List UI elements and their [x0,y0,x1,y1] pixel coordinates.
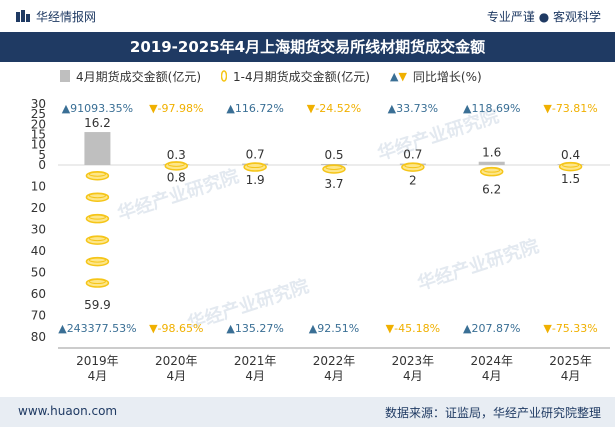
coin-rim [88,193,106,199]
growth-cumulative-label: ▲135.27% [226,322,283,335]
y-tick-label-lower: 80 [31,330,46,344]
bar-monthly [478,161,505,165]
legend: 4月期货成交金额(亿元) 1-4月期货成交金额(亿元) ▲▼ 同比增长(%) [60,66,482,86]
bar-monthly-label: 16.2 [84,116,111,130]
coin-stack-label: 59.9 [84,298,111,312]
y-tick-label-lower: 40 [31,244,46,258]
marks-group: 16.2 0.3 0.7 0.5 0.7 1.6 0.4 59.9 0.8 1.9 3.7 2 6.2 1… [58,102,598,335]
coin-rim [167,161,185,167]
growth-monthly-label: ▲116.72% [226,102,283,115]
coin-rim [88,214,106,220]
legend-bar-label: 4月期货成交金额(亿元) [76,69,201,84]
y-tick-label-upper: 5 [38,148,46,162]
coin-stack [401,162,425,172]
x-tick-label: 2023年 4月 [392,354,435,383]
brand-logo: 华经情报网 [16,8,96,25]
growth-cumulative-label: ▲92.51% [309,322,359,335]
bar-monthly-label: 0.7 [246,148,265,162]
growth-cumulative-label: ▲207.87% [463,322,520,335]
growth-cumulative-label: ▲243377.53% [58,322,136,335]
growth-monthly-label: ▼-73.81% [543,102,597,115]
brand-name: 华经情报网 [36,10,97,24]
coin-rim [325,164,343,170]
legend-coin-label: 1-4月期货成交金额(亿元) [233,69,370,84]
x-tick-label: 2024年 4月 [470,354,513,383]
coin-stack [85,170,110,288]
bar-monthly-label: 0.7 [403,148,422,162]
legend-item-bar: 4月期货成交金额(亿元) [60,68,201,85]
growth-monthly-label: ▲33.73% [388,102,438,115]
coin-rim [483,167,501,173]
y-tick-label-upper: 20 [31,117,46,131]
footer-website: www.huaon.com [18,404,118,418]
coin-rim [88,171,106,177]
legend-item-growth: ▲▼ 同比增长(%) [390,68,482,85]
y-tick-label-zero: 0 [38,158,46,172]
bar-monthly [84,132,111,165]
y-tick-label-lower: 60 [31,287,46,301]
legend-coin-icon [221,70,227,82]
x-tick-label: 2020年 4月 [155,354,198,383]
growth-cumulative-label: ▼-45.18% [386,322,440,335]
coin-stack [558,161,583,172]
coin-stack-label: 6.2 [482,182,501,196]
x-tick-label: 2022年 4月 [313,354,356,383]
y-tick-label-lower: 30 [31,223,46,237]
bar-monthly-label: 0.3 [167,148,186,162]
legend-bar-swatch [60,70,70,82]
y-tick-label-upper: 10 [31,138,46,152]
growth-monthly-label: ▼-97.98% [149,102,203,115]
x-tick-label: 2021年 4月 [234,354,277,383]
y-tick-label-upper: 15 [31,128,46,142]
legend-item-coin: 1-4月期货成交金额(亿元) [221,68,370,85]
watermark-text: 华经产业研究院 [415,235,542,295]
x-tick-label: 2019年 4月 [76,354,119,383]
x-tick-label: 2025年 4月 [549,354,592,383]
coin-rim [88,279,106,285]
y-tick-label-lower: 70 [31,309,46,323]
coin-stack [479,166,504,177]
growth-monthly-label: ▲118.69% [463,102,520,115]
y-tick-label-upper: 25 [31,107,46,121]
coin [401,162,425,172]
coin-rim [88,257,106,263]
coin-rim [404,163,422,169]
coin-rim [246,163,264,169]
coin-stack [164,161,189,171]
coin-stack-label: 0.8 [167,171,186,185]
legend-triangle-icons: ▲▼ [389,69,407,83]
bar-monthly-label: 0.4 [561,148,580,162]
coin-stack-label: 1.9 [246,173,265,187]
coin-stack-label: 1.5 [561,172,580,186]
chart-title: 2019-2025年4月上海期货交易所线材期货成交金额 [0,32,615,62]
coin-stack-label: 3.7 [324,177,343,191]
brand-logo-icon [16,9,30,22]
growth-cumulative-label: ▼-98.65% [149,322,203,335]
footer: www.huaon.com 数据来源：证监局，华经产业研究院整理 [0,397,615,427]
growth-monthly-label: ▼-24.52% [307,102,361,115]
y-tick-label-lower: 20 [31,201,46,215]
coin-rim [88,236,106,242]
legend-growth-label: 同比增长(%) [412,69,482,84]
coin-stack-label: 2 [409,173,417,187]
bar-monthly-label: 1.6 [482,146,501,160]
coin-rim [562,162,580,168]
top-bar: 华经情报网 专业严谨 ● 客观科学 [0,0,615,32]
coin-stack [243,162,267,172]
y-tick-label-upper: 30 [31,97,46,111]
growth-monthly-label: ▲91093.35% [62,102,133,115]
footer-source: 数据来源：证监局，华经产业研究院整理 [384,406,601,420]
y-tick-label-lower: 10 [31,180,46,194]
tagline: 专业严谨 ● 客观科学 [486,10,601,24]
y-tick-label-lower: 50 [31,266,46,280]
coin-stack [322,164,346,174]
growth-cumulative-label: ▼-75.33% [543,322,597,335]
bar-monthly-label: 0.5 [324,148,343,162]
